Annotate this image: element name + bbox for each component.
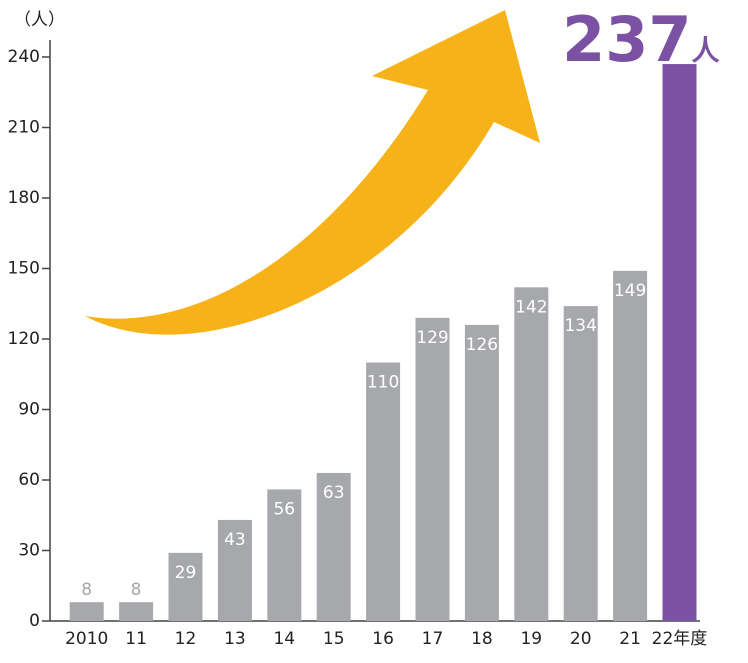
x-tick-label: 18 [471, 629, 493, 649]
y-axis-label: （人） [14, 10, 65, 30]
y-tick-label: 120 [8, 329, 40, 349]
highlight-value: 237 [562, 3, 691, 76]
value-label: 8 [131, 580, 142, 600]
x-tick-label: 12 [175, 629, 197, 649]
x-tick-label: 20 [570, 629, 592, 649]
x-tick-label: 14 [273, 629, 295, 649]
x-tick-label: 17 [422, 629, 444, 649]
bar [168, 552, 203, 621]
value-label: 134 [564, 316, 596, 336]
x-tick-label: 22年度 [652, 629, 708, 649]
value-label: 8 [81, 580, 92, 600]
bar [514, 287, 549, 621]
value-label: 43 [224, 530, 246, 550]
y-tick-label: 60 [18, 470, 40, 490]
value-label: 110 [367, 373, 399, 393]
y-tick-label: 0 [29, 611, 40, 631]
value-label: 126 [466, 335, 498, 355]
x-tick-label: 2010 [65, 629, 108, 649]
value-label: 129 [416, 328, 448, 348]
bar [316, 472, 351, 621]
value-label: 56 [273, 499, 295, 519]
x-tick-label: 16 [372, 629, 394, 649]
y-tick-label: 30 [18, 541, 40, 561]
growth-arrow [85, 10, 540, 335]
y-tick-label: 240 [8, 47, 40, 67]
bar [69, 602, 104, 621]
value-label: 149 [614, 281, 646, 301]
value-label: 142 [515, 297, 547, 317]
value-label: 63 [323, 483, 345, 503]
y-tick-label: 210 [8, 118, 40, 138]
x-tick-label: 13 [224, 629, 246, 649]
x-tick-label: 19 [520, 629, 542, 649]
bar [613, 270, 648, 621]
highlight-unit: 人 [691, 34, 719, 67]
bar [366, 362, 401, 621]
x-tick-label: 15 [323, 629, 345, 649]
bar [662, 64, 697, 622]
y-tick-label: 180 [8, 188, 40, 208]
bar [464, 324, 499, 621]
bar [217, 519, 252, 621]
highlight-label: 237人 [562, 3, 719, 76]
x-tick-label: 11 [125, 629, 147, 649]
value-label: 29 [175, 563, 197, 583]
bar [119, 602, 154, 621]
bar [415, 317, 450, 621]
y-tick-label: 90 [18, 400, 40, 420]
x-tick-label: 21 [619, 629, 641, 649]
y-tick-label: 150 [8, 259, 40, 279]
bar [563, 306, 598, 621]
bar [267, 489, 302, 621]
